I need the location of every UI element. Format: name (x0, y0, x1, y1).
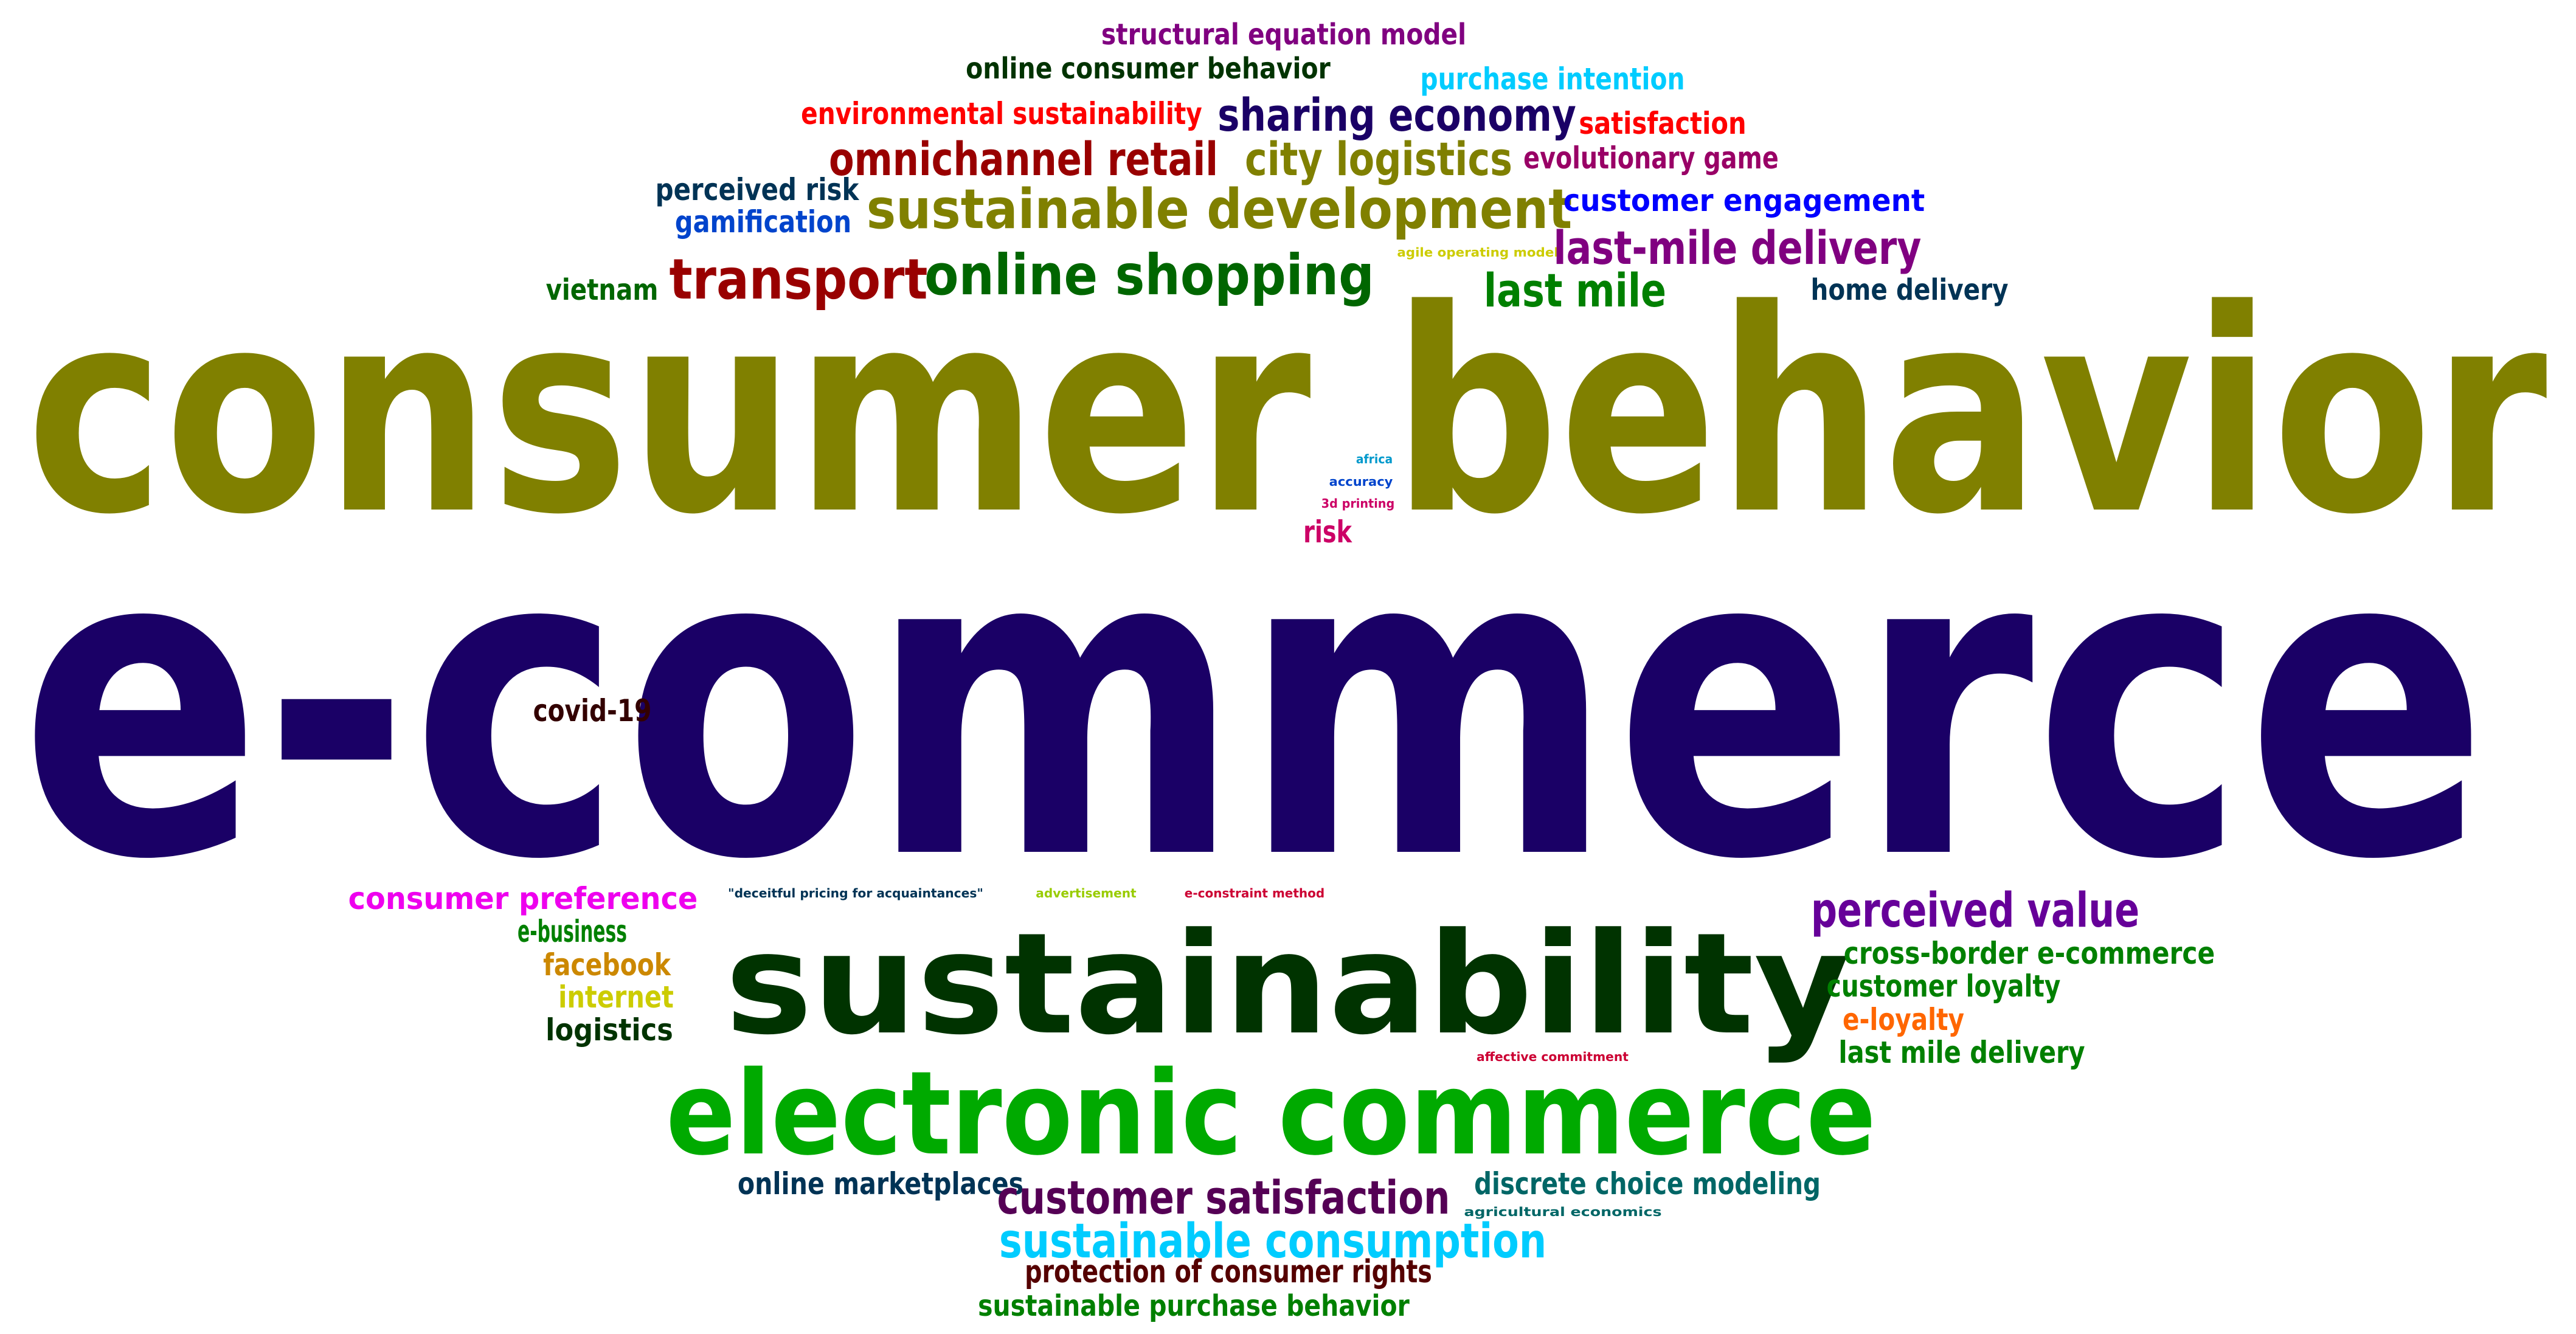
word-discrete-choice-modeling: discrete choice modeling (1474, 1166, 1821, 1201)
word-e-business: e-business (518, 914, 627, 949)
word-covid-19: covid-19 (533, 693, 652, 728)
word-protection-of-consumer-rights: protection of consumer rights (1025, 1254, 1432, 1290)
word-facebook: facebook (543, 947, 671, 983)
word-sustainability: sustainability (725, 904, 1850, 1066)
word-sustainable-purchase-behavior: sustainable purchase behavior (978, 1289, 1410, 1323)
word-gamification: gamification (674, 204, 852, 240)
word-last-mile: last mile (1483, 263, 1667, 317)
word-agile-operating-model: agile operating model (1397, 245, 1559, 260)
word-affective-commitment: affective commitment (1477, 1049, 1629, 1064)
word-cross-border-e-commerce: cross-border e-commerce (1843, 936, 2215, 971)
word-logistics: logistics (545, 1012, 673, 1048)
word-3d-printing: 3d printing (1321, 496, 1395, 511)
word-last-mile-delivery: last mile delivery (1838, 1035, 2085, 1070)
word-e-loyalty: e-loyalty (1842, 1002, 1965, 1037)
word-customer-loyalty: customer loyalty (1826, 969, 2061, 1004)
word-last-mile-delivery-hyphen: last-mile delivery (1553, 221, 1922, 275)
word-evolutionary-game: evolutionary game (1523, 140, 1779, 176)
word-electronic-commerce: electronic commerce (666, 1046, 1876, 1181)
word-online-marketplaces: online marketplaces (737, 1166, 1024, 1201)
word-consumer-preference: consumer preference (348, 881, 698, 916)
word-accuracy: accuracy (1329, 474, 1393, 489)
word-online-shopping: online shopping (924, 243, 1374, 308)
word-city-logistics: city logistics (1244, 132, 1513, 186)
word-sustainable-development: sustainable development (866, 178, 1573, 241)
word-home-delivery: home delivery (1810, 273, 2009, 307)
word-customer-satisfaction: customer satisfaction (997, 1170, 1450, 1225)
word-perceived-risk: perceived risk (655, 172, 859, 207)
word-africa: africa (1356, 452, 1393, 466)
word-internet: internet (558, 980, 674, 1015)
word-consumer-behavior: consumer behavior (26, 251, 2547, 576)
word-agricultural-economics: agricultural economics (1464, 1204, 1662, 1219)
word-advertisement: advertisement (1036, 886, 1137, 900)
word-risk: risk (1303, 514, 1352, 550)
word-customer-engagement: customer engagement (1563, 183, 1925, 218)
word-omnichannel-retail: omnichannel retail (828, 132, 1219, 186)
word-satisfaction: satisfaction (1579, 106, 1747, 141)
word-sustainable-consumption: sustainable consumption (999, 1214, 1547, 1269)
word-transport: transport (669, 247, 928, 312)
word-perceived-value: perceived value (1810, 883, 2140, 938)
word-purchase-intention: purchase intention (1420, 61, 1685, 97)
word-environmental-sustainability: environmental sustainability (801, 96, 1202, 131)
word-online-consumer-behavior: online consumer behavior (966, 52, 1331, 86)
word-e-constraint-method: e-constraint method (1184, 886, 1325, 900)
word-sharing-economy: sharing economy (1217, 89, 1576, 142)
word-e-commerce: e-commerce (19, 457, 2488, 953)
word-vietnam: vietnam (545, 273, 659, 307)
word-deceitful-pricing: "deceitful pricing for acquaintances" (728, 886, 983, 900)
word-structural-equation-model: structural equation model (1101, 18, 1467, 52)
